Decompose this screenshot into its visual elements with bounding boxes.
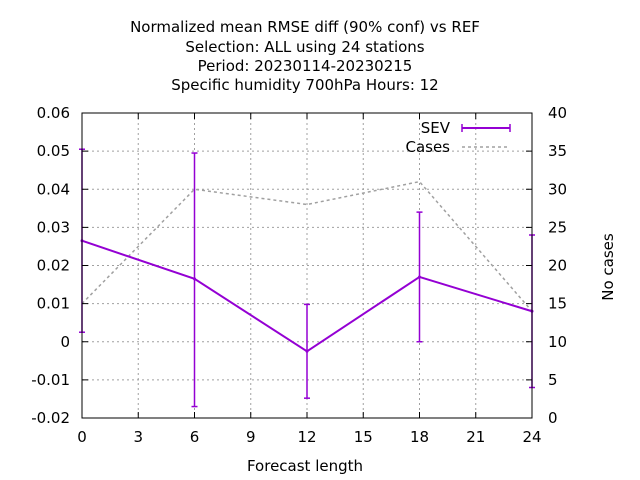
sev-series xyxy=(79,148,535,408)
x-tick-label: 21 xyxy=(466,428,485,446)
x-tick-label: 6 xyxy=(190,428,200,446)
y2-tick-labels: 0 5 10 15 20 25 30 35 40 xyxy=(548,104,567,427)
y2-tick-label: 40 xyxy=(548,104,567,122)
y2-tick-label: 20 xyxy=(548,257,567,275)
cases-series xyxy=(81,180,533,312)
sev-point xyxy=(305,349,309,353)
cases-line xyxy=(81,180,533,312)
y-tick-label: 0.03 xyxy=(37,218,70,236)
y2-tick-label: 35 xyxy=(548,142,567,160)
y2-tick-label: 0 xyxy=(548,409,558,427)
y-tick-label: 0 xyxy=(60,333,70,351)
x-axis-label: Forecast length xyxy=(247,457,363,475)
x-tick-label: 12 xyxy=(297,428,316,446)
y-tick-label: -0.01 xyxy=(31,371,70,389)
title-line-1: Normalized mean RMSE diff (90% conf) vs … xyxy=(130,18,480,36)
y-tick-label: 0.05 xyxy=(37,142,70,160)
title-line-4: Specific humidity 700hPa Hours: 12 xyxy=(171,76,438,94)
x-tick-label: 24 xyxy=(522,428,541,446)
y2-tick-label: 15 xyxy=(548,295,567,313)
sev-point xyxy=(193,277,196,281)
title-line-2: Selection: ALL using 24 stations xyxy=(185,38,424,56)
x-tick-label: 3 xyxy=(133,428,143,446)
y-tick-label: 0.02 xyxy=(37,257,70,275)
x-tick-labels: 0 3 6 9 12 15 18 21 24 xyxy=(77,428,541,446)
x-tick-label: 0 xyxy=(77,428,87,446)
x-tick-label: 9 xyxy=(246,428,256,446)
legend-label-cases: Cases xyxy=(405,138,450,156)
y2-tick-label: 10 xyxy=(548,333,567,351)
y-tick-labels: -0.02 -0.01 0 0.01 0.02 0.03 0.04 0.05 0.06 xyxy=(31,104,70,427)
legend-sample-sev xyxy=(461,124,511,132)
title-line-3: Period: 20230114-20230215 xyxy=(198,57,413,75)
y-tick-label: 0.01 xyxy=(37,295,70,313)
y2-tick-label: 25 xyxy=(548,218,567,236)
y-tick-label: 0.04 xyxy=(37,180,70,198)
x-tick-label: 15 xyxy=(354,428,373,446)
chart-title: Normalized mean RMSE diff (90% conf) vs … xyxy=(130,18,480,94)
legend: SEV Cases xyxy=(405,119,511,156)
y2-tick-label: 5 xyxy=(548,371,558,389)
right-axis-label: No cases xyxy=(599,233,617,301)
y-tick-label: -0.02 xyxy=(31,409,70,427)
sev-point xyxy=(418,275,421,279)
axis-ticks xyxy=(81,112,533,419)
y-tick-label: 0.06 xyxy=(37,104,70,122)
y2-tick-label: 30 xyxy=(548,180,567,198)
x-tick-label: 18 xyxy=(410,428,429,446)
legend-label-sev: SEV xyxy=(421,119,451,137)
